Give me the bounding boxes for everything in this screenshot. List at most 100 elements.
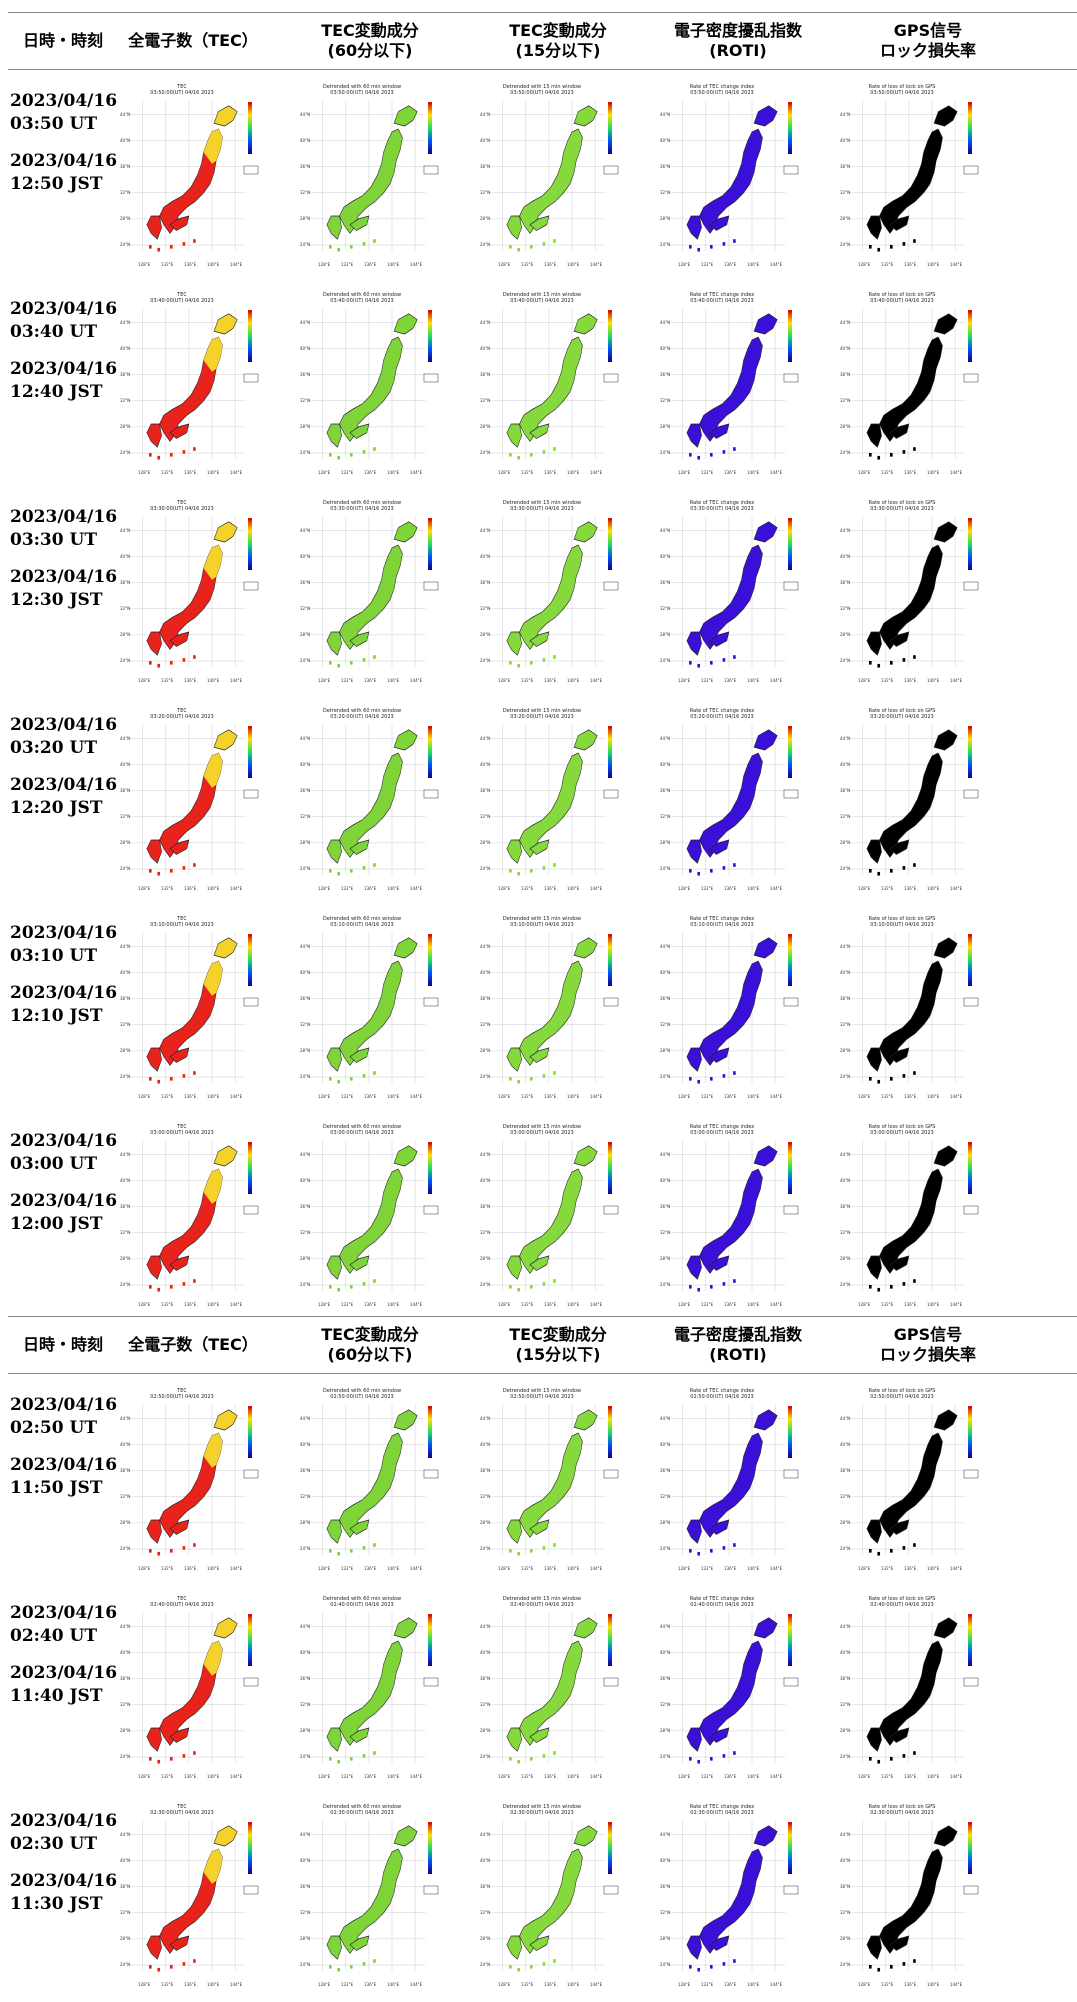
lon-tick-label: 136°E bbox=[544, 1302, 557, 1307]
island-marker bbox=[149, 1285, 152, 1289]
lon-tick-label: 140°E bbox=[747, 1094, 760, 1099]
island-marker bbox=[722, 1962, 726, 1966]
legend-box bbox=[423, 1885, 439, 1895]
map-area bbox=[128, 1612, 246, 1764]
land-shape bbox=[866, 1255, 882, 1280]
lon-tick-label: 140°E bbox=[567, 886, 580, 891]
island-marker bbox=[722, 1546, 726, 1550]
island-marker bbox=[902, 866, 906, 870]
lat-tick-label: 44°N bbox=[120, 1832, 130, 1837]
legend-box bbox=[963, 1205, 979, 1215]
lon-tick-label: 128°E bbox=[318, 262, 331, 267]
lon-tick-label: 144°E bbox=[410, 1566, 423, 1571]
lat-tick-label: 24°N bbox=[120, 1754, 130, 1759]
map-area bbox=[848, 1820, 966, 1972]
island-marker bbox=[509, 245, 512, 249]
panel-timestamp: 03:20:00(UT) 04/16 2023 bbox=[150, 714, 213, 720]
island-marker bbox=[517, 1967, 521, 1972]
lat-tick-label: 36°N bbox=[660, 1676, 670, 1681]
island-marker bbox=[170, 1285, 173, 1289]
ut-date-label: 2023/04/16 bbox=[10, 1603, 118, 1623]
island-marker bbox=[697, 455, 701, 460]
lat-tick-label: 24°N bbox=[120, 1282, 130, 1287]
island-marker bbox=[913, 1959, 916, 1963]
tec-north-region bbox=[203, 1433, 223, 1468]
map-area bbox=[488, 1140, 606, 1292]
island-marker bbox=[170, 1757, 173, 1761]
lon-tick-label: 140°E bbox=[567, 678, 580, 683]
lon-tick-label: 144°E bbox=[590, 886, 603, 891]
lat-tick-label: 44°N bbox=[120, 112, 130, 117]
island-marker bbox=[902, 1754, 906, 1758]
lat-tick-label: 24°N bbox=[840, 1546, 850, 1551]
land-shape bbox=[213, 313, 238, 335]
island-marker bbox=[373, 1959, 376, 1963]
legend-box bbox=[783, 581, 799, 591]
lat-tick-label: 24°N bbox=[480, 866, 490, 871]
map-panel-tec60: Detrended with 60 min window 03:10:00(UT)… bbox=[300, 912, 450, 1102]
legend-box bbox=[603, 165, 619, 175]
island-marker bbox=[710, 1757, 713, 1761]
lat-tick-label: 28°N bbox=[300, 1520, 310, 1525]
island-marker bbox=[733, 655, 736, 659]
lat-tick-label: 44°N bbox=[300, 528, 310, 533]
island-marker bbox=[530, 1285, 533, 1289]
map-figure: Rate of loss of lock on GPS03:10:00(UT) … bbox=[840, 916, 979, 1099]
lon-tick-label: 144°E bbox=[410, 1774, 423, 1779]
lon-tick-label: 136°E bbox=[184, 1094, 197, 1099]
land-shape bbox=[686, 1255, 702, 1280]
map-panel-tec: TEC 03:50:00(UT) 04/16 2023 44°N 40°N 36°N 32… bbox=[120, 80, 270, 270]
lon-tick-label: 140°E bbox=[927, 1774, 940, 1779]
map-figure: Detrended with 60 min window03:00:00(UT)… bbox=[300, 1124, 439, 1307]
legend-box bbox=[243, 373, 259, 383]
lon-tick-label: 136°E bbox=[364, 1302, 377, 1307]
lon-tick-label: 140°E bbox=[567, 1094, 580, 1099]
lat-tick-label: 40°N bbox=[840, 970, 850, 975]
land-shape bbox=[709, 1519, 730, 1535]
colorbar bbox=[788, 102, 792, 154]
timestamp-cell: 2023/04/16 02:30 UT 2023/04/16 11:30 JST bbox=[10, 1810, 130, 1916]
map-panel-tec60: Detrended with 60 min window 03:30:00(UT)… bbox=[300, 496, 450, 686]
map-panel-tec15: Detrended with 15 min window 03:40:00(UT)… bbox=[480, 288, 630, 478]
lat-tick-label: 24°N bbox=[480, 242, 490, 247]
land-shape bbox=[506, 839, 522, 864]
lat-tick-label: 28°N bbox=[120, 1048, 130, 1053]
map-panel-tec60: Detrended with 60 min window 03:20:00(UT)… bbox=[300, 704, 450, 894]
panel-title: Rate of loss of lock on GPS bbox=[869, 1388, 936, 1394]
island-marker bbox=[149, 245, 152, 249]
lon-tick-label: 144°E bbox=[410, 886, 423, 891]
lon-tick-label: 136°E bbox=[724, 1982, 737, 1987]
island-marker bbox=[362, 1962, 366, 1966]
island-marker bbox=[722, 866, 726, 870]
lat-tick-label: 44°N bbox=[660, 944, 670, 949]
legend-box bbox=[423, 1469, 439, 1479]
lat-tick-label: 32°N bbox=[120, 1022, 130, 1027]
land-shape bbox=[889, 1727, 910, 1743]
island-marker bbox=[170, 1965, 173, 1969]
panel-timestamp: 03:30:00(UT) 04/16 2023 bbox=[690, 506, 753, 512]
lon-tick-label: 128°E bbox=[498, 886, 511, 891]
island-marker bbox=[337, 1287, 341, 1292]
legend-box bbox=[423, 789, 439, 799]
lat-tick-label: 36°N bbox=[300, 1676, 310, 1681]
lat-tick-label: 36°N bbox=[480, 580, 490, 585]
lon-tick-label: 128°E bbox=[318, 886, 331, 891]
lon-tick-label: 132°E bbox=[341, 262, 354, 267]
colorbar bbox=[608, 102, 612, 154]
island-marker bbox=[689, 1285, 692, 1289]
lon-tick-label: 132°E bbox=[341, 1774, 354, 1779]
lat-tick-label: 24°N bbox=[840, 658, 850, 663]
land-shape bbox=[573, 729, 598, 751]
island-marker bbox=[913, 863, 916, 867]
legend-box bbox=[243, 789, 259, 799]
lat-tick-label: 24°N bbox=[480, 1074, 490, 1079]
island-marker bbox=[170, 453, 173, 457]
lat-tick-label: 40°N bbox=[480, 762, 490, 767]
lat-tick-label: 40°N bbox=[300, 1858, 310, 1863]
island-marker bbox=[509, 1965, 512, 1969]
island-marker bbox=[509, 661, 512, 665]
table-row: 2023/04/16 03:40 UT 2023/04/16 12:40 JST TEC… bbox=[0, 278, 1077, 486]
lat-tick-label: 32°N bbox=[300, 398, 310, 403]
colorbar bbox=[608, 1406, 612, 1458]
colorbar bbox=[968, 102, 972, 154]
